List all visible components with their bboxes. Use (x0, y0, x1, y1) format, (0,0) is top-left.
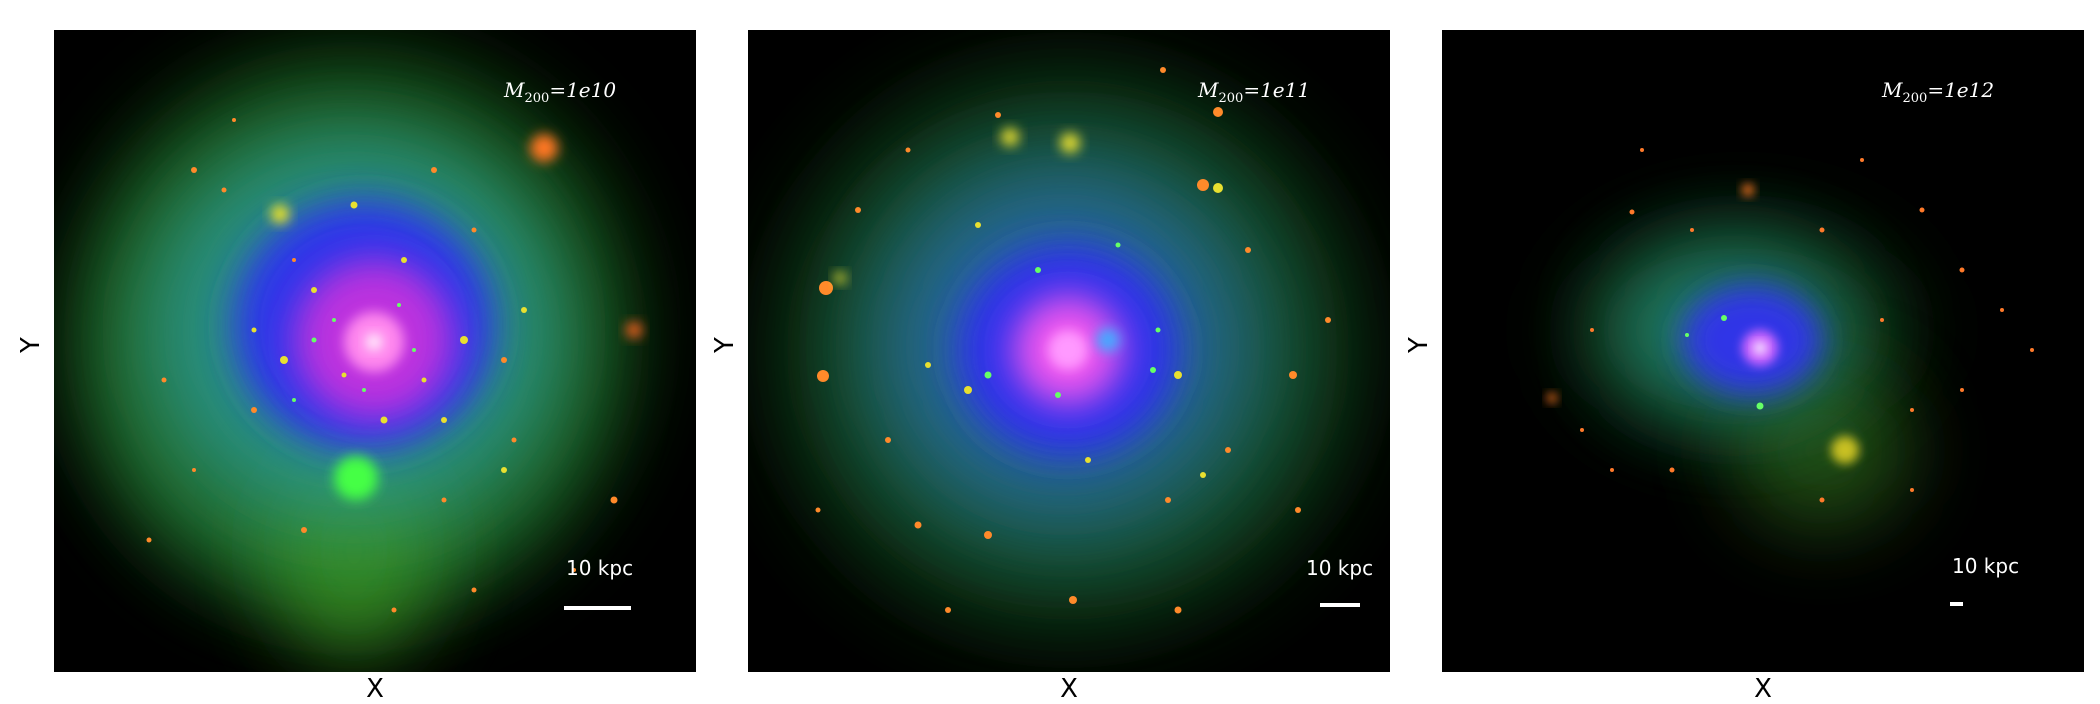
galaxy-image-2 (768, 60, 1368, 640)
scale-bar-label: 10 kpc (566, 556, 634, 580)
x-axis-label: X (1754, 674, 1772, 704)
galaxy-panel-2: M200=1e11 10 kpc (748, 30, 1390, 672)
galaxy-panel-3: M200=1e12 10 kpc (1442, 30, 2084, 672)
scale-bar (1950, 602, 1963, 606)
mass-label: M200=1e12 (1882, 78, 1995, 106)
galaxy-panel-1: M200=1e10 10 kpc (54, 30, 696, 672)
y-axis-label: Y (16, 337, 46, 353)
mass-label: M200=1e10 (504, 78, 617, 106)
scale-bar (564, 606, 631, 610)
mass-label: M200=1e11 (1198, 78, 1311, 106)
x-axis-label: X (366, 674, 384, 704)
x-axis-label: X (1060, 674, 1078, 704)
galaxy-image-3 (1547, 148, 2034, 530)
scale-bar-label: 10 kpc (1306, 556, 1374, 580)
galaxy-image-1 (64, 40, 644, 660)
scale-bar (1320, 603, 1360, 607)
y-axis-label: Y (710, 337, 740, 353)
y-axis-label: Y (1404, 337, 1434, 353)
scale-bar-label: 10 kpc (1952, 554, 2020, 578)
